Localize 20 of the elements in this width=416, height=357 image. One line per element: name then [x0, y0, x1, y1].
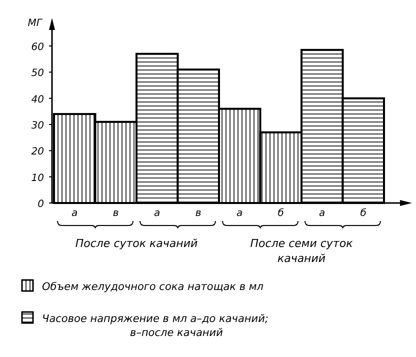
x-tick-label: а: [72, 208, 78, 219]
x-tick-label: а: [154, 208, 160, 219]
y-tick-label: 60: [31, 42, 44, 53]
legend-label: Часовое напряжение в мл а–до качаний; в–после качаний: [42, 313, 268, 339]
x-tick-label: а: [236, 208, 243, 219]
text: После семи суток качаний: [250, 237, 354, 265]
y-tick-label: 30: [31, 120, 44, 132]
text: После суток качаний: [75, 237, 198, 250]
x-tick-label: а: [319, 208, 326, 219]
y-tick-label: 10: [31, 172, 44, 184]
legend-label: Объем желудочного сока натощак в мл: [42, 281, 264, 293]
y-tick-label: 20: [31, 146, 44, 158]
y-axis-title: МГ: [28, 18, 44, 29]
y-tick-label: 40: [31, 94, 44, 106]
y-tick-label: 50: [31, 68, 44, 80]
y-tick-label: 0: [38, 199, 44, 210]
x-tick-label: в: [112, 208, 119, 219]
x-tick-label: б: [278, 208, 284, 219]
x-tick-label: в: [195, 208, 202, 219]
x-tick-label: б: [360, 208, 366, 219]
